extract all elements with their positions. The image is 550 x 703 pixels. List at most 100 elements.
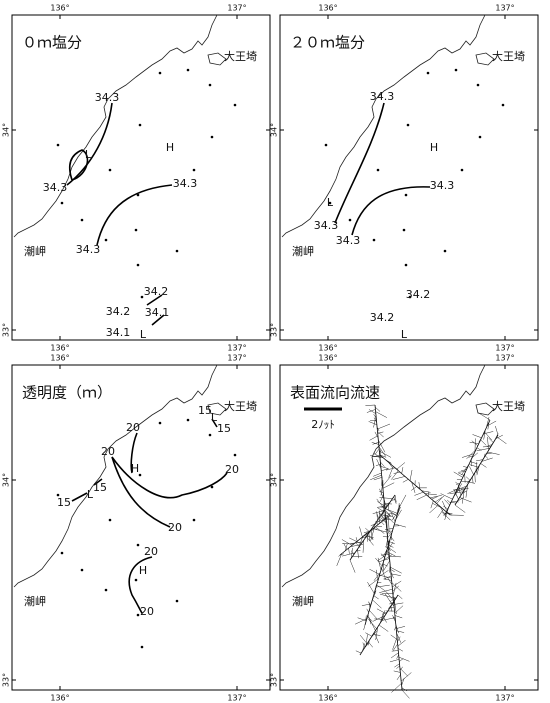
current-vector: [391, 470, 399, 480]
current-vector: [444, 514, 451, 521]
current-vector: [455, 481, 460, 486]
current-vector: [402, 479, 409, 483]
current-vector: [458, 471, 466, 473]
current-vector: [396, 626, 406, 629]
current-vector: [362, 642, 365, 648]
current-vector: [379, 494, 384, 502]
place-label: 潮岬: [24, 594, 46, 608]
lat-label: 33°: [270, 673, 279, 687]
current-vector: [376, 608, 387, 614]
lon-label: 136°: [318, 344, 337, 353]
current-vector: [375, 626, 379, 641]
current-vector: [381, 610, 386, 622]
scale-label: 2ﾉｯﾄ: [311, 418, 335, 431]
station: [104, 238, 108, 242]
station: [210, 485, 214, 489]
current-vector: [487, 451, 500, 455]
station: [404, 193, 408, 197]
current-vector: [379, 488, 385, 500]
current-vector: [398, 656, 410, 662]
current-vector: [388, 602, 394, 609]
station: [60, 201, 64, 205]
current-vector: [377, 501, 385, 507]
coastline: [13, 364, 227, 588]
current-vector: [376, 584, 390, 588]
current-vector: [429, 504, 439, 514]
place-label: 大王埼: [492, 49, 525, 63]
current-vector: [370, 523, 376, 527]
current-vector: [466, 478, 472, 484]
current-vector: [362, 643, 366, 652]
station: [158, 71, 162, 75]
station: [233, 103, 237, 107]
current-vector: [386, 525, 389, 538]
lon-label: 137°: [495, 344, 514, 353]
current-vector: [365, 404, 376, 406]
current-vector: [472, 476, 474, 484]
contour-label: 20: [140, 605, 154, 618]
station: [138, 473, 142, 477]
current-vector: [487, 436, 489, 451]
current-vector: [365, 632, 372, 637]
lat-label: 34°: [2, 473, 11, 487]
current-vector: [388, 461, 393, 469]
lon-label: 136°: [318, 694, 337, 703]
lat-label: 33°: [2, 673, 11, 687]
current-vector: [358, 536, 364, 548]
current-vector: [486, 417, 490, 428]
lon-label: 137°: [495, 4, 514, 13]
current-vector: [457, 497, 464, 502]
contour-label: 34.3: [336, 234, 361, 247]
panel-frame: [279, 14, 539, 341]
panel: 136°136°137°137°34°33°透明度（ｍ）大王埼潮岬2015L15…: [2, 354, 271, 703]
lon-label: 137°: [495, 354, 514, 363]
contour-label: 20: [144, 545, 158, 558]
station: [192, 518, 196, 522]
current-vector: [388, 605, 391, 611]
coastline: [13, 14, 227, 238]
current-vector: [394, 663, 400, 668]
station: [208, 433, 212, 437]
current-vector: [470, 461, 478, 465]
current-vector: [348, 548, 350, 554]
current-vector: [453, 471, 463, 478]
lon-label: 136°: [50, 4, 69, 13]
current-vector: [461, 489, 465, 504]
lon-label: 136°: [318, 354, 337, 363]
current-vector: [494, 433, 499, 441]
panel-frame: [279, 364, 539, 691]
current-vector: [368, 578, 379, 587]
station: [175, 249, 179, 253]
station: [140, 295, 144, 299]
current-vector: [376, 498, 386, 510]
current-vector: [377, 505, 388, 508]
current-vector: [432, 503, 442, 509]
current-vector: [370, 527, 375, 541]
panel-title: ２０ｍ塩分: [290, 34, 365, 52]
current-vector: [454, 504, 466, 513]
lon-label: 137°: [227, 354, 246, 363]
current-vector: [482, 446, 492, 448]
current-vector: [380, 461, 385, 467]
current-vector: [372, 518, 382, 528]
current-vector: [472, 452, 479, 458]
current-vector: [355, 537, 358, 542]
current-vector: [382, 475, 392, 487]
current-vector: [375, 407, 381, 412]
current-vector: [378, 624, 389, 632]
current-vector: [364, 535, 374, 538]
contour-label: 20: [126, 421, 140, 434]
current-vector: [487, 421, 490, 430]
contour-label: L: [401, 328, 408, 341]
contour-label: 34.1: [145, 306, 170, 319]
current-vector: [367, 616, 373, 622]
current-vector: [495, 434, 503, 440]
contour: [66, 102, 113, 186]
current-vector: [369, 610, 378, 620]
contour: [96, 184, 173, 246]
current-vector: [483, 453, 486, 458]
current-vector: [395, 624, 399, 634]
contour-label: H: [166, 141, 174, 154]
